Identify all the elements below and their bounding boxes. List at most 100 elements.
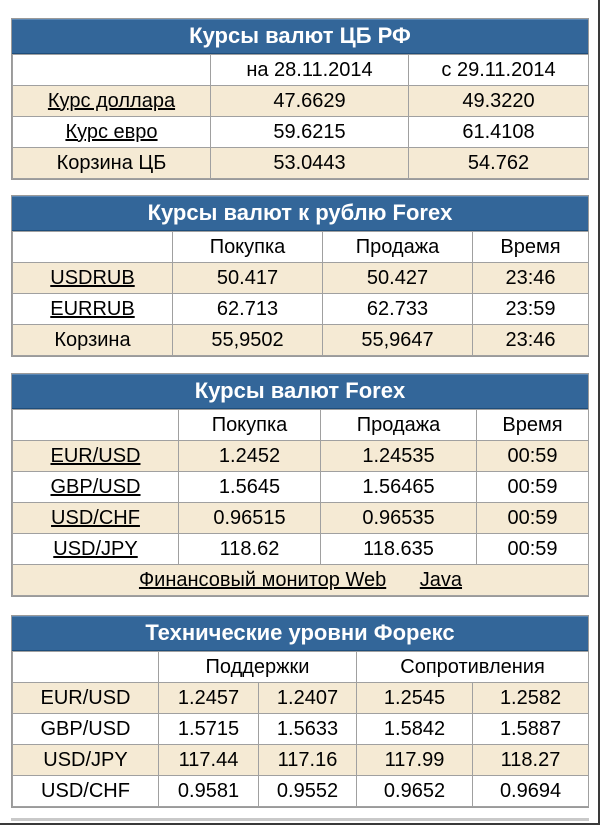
column-header-time: Время — [476, 409, 589, 441]
row-label-cell: USDRUB — [12, 262, 173, 294]
resistance2-cell: 0.9694 — [472, 775, 590, 807]
time-cell: 00:59 — [476, 440, 589, 472]
footer-links-cell: Финансовый монитор Web Java — [12, 564, 589, 596]
buy-cell: 1.5645 — [178, 471, 321, 503]
row-label-cell: Курс доллара — [12, 85, 211, 117]
row-label-cell: USD/CHF — [12, 775, 159, 807]
table-row: USDRUB 50.417 50.427 23:46 — [12, 262, 589, 294]
table-footer-row: Финансовый монитор Web Java — [12, 564, 589, 596]
value-cell: 53.0443 — [210, 147, 409, 179]
support1-cell: 1.5715 — [158, 713, 259, 745]
rub-forex-block: Курсы валют к рублю Forex Покупка Продаж… — [11, 195, 589, 357]
usd-rate-link[interactable]: Курс доллара — [47, 89, 176, 112]
table-row: EUR/USD 1.2452 1.24535 00:59 — [12, 440, 589, 472]
column-header-resistance: Сопротивления — [356, 651, 590, 683]
value-cell: 59.6215 — [210, 116, 409, 148]
table-row: Курс доллара 47.6629 49.3220 — [12, 85, 589, 117]
row-label-cell: USD/JPY — [12, 533, 179, 565]
cbr-rates-title: Курсы валют ЦБ РФ — [12, 19, 588, 54]
buy-cell: 62.713 — [172, 293, 323, 325]
table-row: EURRUB 62.713 62.733 23:59 — [12, 293, 589, 325]
time-cell: 00:59 — [476, 533, 589, 565]
column-header-time: Время — [472, 231, 589, 263]
row-label-cell: Корзина ЦБ — [12, 147, 211, 179]
table-row: USD/JPY 118.62 118.635 00:59 — [12, 533, 589, 565]
table-row: USD/JPY 117.44 117.16 117.99 118.27 — [12, 744, 590, 776]
java-link[interactable]: Java — [419, 568, 463, 591]
forex-title: Курсы валют Forex — [12, 374, 588, 409]
support2-cell: 1.5633 — [257, 713, 358, 745]
time-cell: 00:59 — [476, 502, 589, 534]
sell-cell: 1.56465 — [320, 471, 477, 503]
row-label-cell: EUR/USD — [12, 440, 179, 472]
row-label-cell: USD/CHF — [12, 502, 179, 534]
sell-cell: 1.24535 — [320, 440, 477, 472]
table-header-row: на 28.11.2014 с 29.11.2014 — [12, 54, 589, 86]
resistance1-cell: 1.5842 — [356, 713, 474, 745]
sell-cell: 50.427 — [322, 262, 473, 294]
technical-levels-table: Поддержки Сопротивления EUR/USD 1.2457 1… — [12, 651, 590, 807]
row-label-cell: GBP/USD — [12, 713, 159, 745]
table-header-row: Покупка Продажа Время — [12, 231, 589, 263]
resistance2-cell: 118.27 — [472, 744, 590, 776]
table-header-row: Покупка Продажа Время — [12, 409, 589, 441]
rub-forex-title: Курсы валют к рублю Forex — [12, 196, 588, 231]
value-cell: 61.4108 — [408, 116, 589, 148]
sell-cell: 0.96535 — [320, 502, 477, 534]
support1-cell: 0.9581 — [158, 775, 259, 807]
table-row: Курс евро 59.6215 61.4108 — [12, 116, 589, 148]
forex-block: Курсы валют Forex Покупка Продажа Время … — [11, 373, 589, 597]
row-label-cell: Курс евро — [12, 116, 211, 148]
value-cell: 49.3220 — [408, 85, 589, 117]
row-label-cell: USD/JPY — [12, 744, 159, 776]
resistance1-cell: 1.2545 — [356, 682, 474, 714]
technical-levels-block: Технические уровни Форекс Поддержки Сопр… — [11, 615, 590, 808]
table-row: USD/CHF 0.9581 0.9552 0.9652 0.9694 — [12, 775, 590, 807]
support1-cell: 117.44 — [158, 744, 259, 776]
sell-cell: 118.635 — [320, 533, 477, 565]
resistance1-cell: 0.9652 — [356, 775, 474, 807]
table-row: EUR/USD 1.2457 1.2407 1.2545 1.2582 — [12, 682, 590, 714]
support2-cell: 1.2407 — [257, 682, 358, 714]
empty-header-cell — [12, 231, 173, 263]
sell-cell: 62.733 — [322, 293, 473, 325]
empty-header-cell — [12, 409, 179, 441]
table-row: Корзина 55,9502 55,9647 23:46 — [12, 324, 589, 356]
value-cell: 47.6629 — [210, 85, 409, 117]
support1-cell: 1.2457 — [158, 682, 259, 714]
usdrub-link[interactable]: USDRUB — [50, 266, 135, 289]
resistance2-cell: 1.5887 — [472, 713, 590, 745]
column-header-buy: Покупка — [172, 231, 323, 263]
financial-monitor-web-link[interactable]: Финансовый монитор Web — [138, 568, 387, 591]
row-label-cell: Корзина — [12, 324, 173, 356]
eur-rate-link[interactable]: Курс евро — [65, 120, 158, 143]
forex-table: Покупка Продажа Время EUR/USD 1.2452 1.2… — [12, 409, 589, 596]
rub-forex-table: Покупка Продажа Время USDRUB 50.417 50.4… — [12, 231, 589, 356]
time-cell: 23:46 — [472, 324, 589, 356]
gbpusd-link[interactable]: GBP/USD — [50, 475, 141, 498]
column-header-buy: Покупка — [178, 409, 321, 441]
sell-cell: 55,9647 — [322, 324, 473, 356]
cbr-rates-block: Курсы валют ЦБ РФ на 28.11.2014 с 29.11.… — [11, 18, 589, 180]
table-row: GBP/USD 1.5645 1.56465 00:59 — [12, 471, 589, 503]
usdchf-link[interactable]: USD/CHF — [51, 506, 140, 529]
column-header-date1: на 28.11.2014 — [210, 54, 409, 86]
support2-cell: 117.16 — [257, 744, 358, 776]
table-row: USD/CHF 0.96515 0.96535 00:59 — [12, 502, 589, 534]
column-header-sell: Продажа — [322, 231, 473, 263]
value-cell: 54.762 — [408, 147, 589, 179]
eurrub-link[interactable]: EURRUB — [50, 297, 135, 320]
table-header-row: Поддержки Сопротивления — [12, 651, 590, 683]
buy-cell: 55,9502 — [172, 324, 323, 356]
bottom-divider — [11, 818, 589, 821]
usdjpy-link[interactable]: USD/JPY — [53, 537, 138, 560]
empty-header-cell — [12, 54, 211, 86]
empty-header-cell — [12, 651, 159, 683]
buy-cell: 118.62 — [178, 533, 321, 565]
column-header-support: Поддержки — [157, 651, 358, 683]
eurusd-link[interactable]: EUR/USD — [50, 444, 141, 467]
support2-cell: 0.9552 — [257, 775, 358, 807]
buy-cell: 0.96515 — [178, 502, 321, 534]
